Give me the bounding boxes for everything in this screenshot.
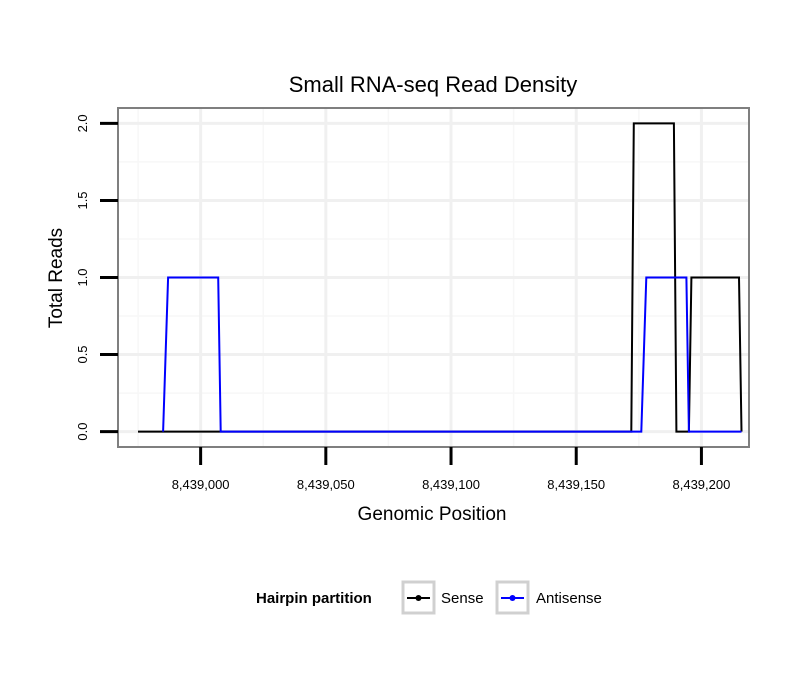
y-tick-label-4: 2.0 [75,114,90,132]
x-tick-label-4: 8,439,200 [673,477,731,492]
x-tick-label-0: 8,439,000 [172,477,230,492]
legend-title: Hairpin partition [256,590,372,607]
chart-title: Small RNA-seq Read Density [289,72,578,97]
legend-item-sense: Sense [401,580,484,615]
x-axis: 8,439,000 8,439,050 8,439,100 8,439,150 8,43… [172,447,731,492]
series-layer [138,122,743,433]
y-tick-label-1: 0.5 [75,345,90,363]
x-tick-label-2: 8,439,100 [422,477,480,492]
series-line-antisense [162,276,742,433]
y-tick-label-2: 1.0 [75,268,90,286]
y-tick-label-0: 0.0 [75,423,90,441]
legend-item-antisense: Antisense [495,580,602,615]
legend: Hairpin partition Sense Antisense [256,580,602,615]
legend-swatch-antisense-dot [509,595,516,601]
series-line-sense [138,122,743,433]
y-tick-label-3: 1.5 [75,191,90,209]
legend-swatch-sense-dot [415,595,422,601]
x-axis-label: Genomic Position [358,504,507,525]
legend-label-sense: Sense [441,590,484,607]
x-tick-label-3: 8,439,150 [547,477,605,492]
x-tick-label-1: 8,439,050 [297,477,355,492]
legend-label-antisense: Antisense [536,590,602,607]
y-axis: 0.0 0.5 1.0 1.5 2.0 [75,114,118,441]
y-axis-label: Total Reads [46,228,67,328]
